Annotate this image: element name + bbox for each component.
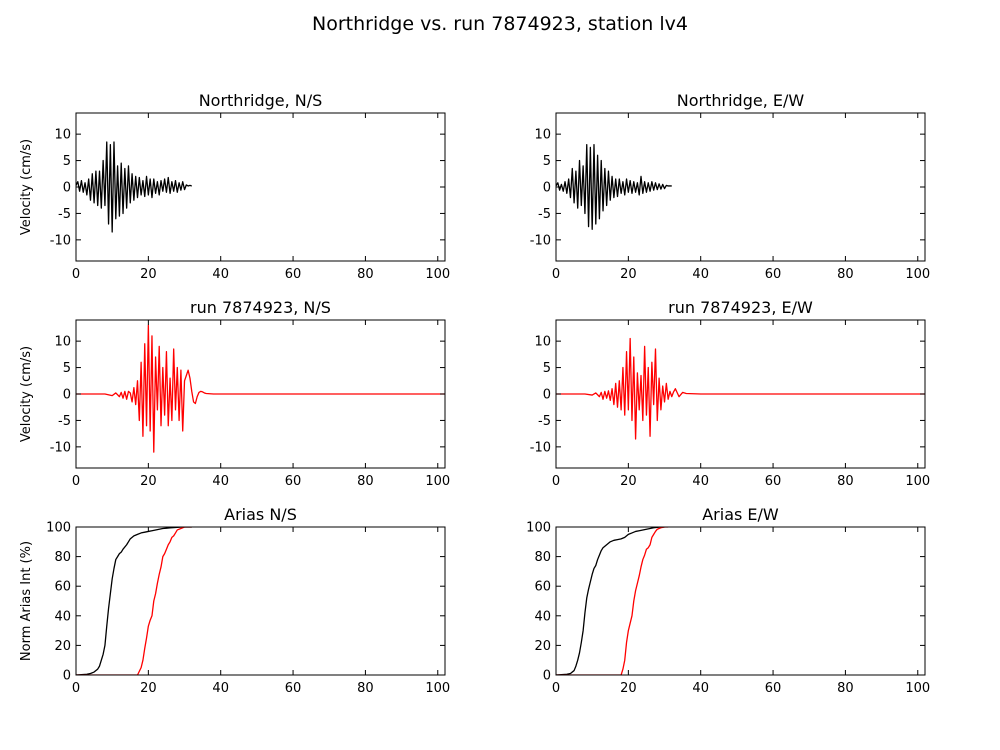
x-tick-label: 80 bbox=[837, 474, 854, 489]
series-line-p5-0 bbox=[76, 527, 192, 675]
subplot-title: Northridge, E/W bbox=[677, 91, 805, 110]
subplot-title: Arias N/S bbox=[224, 505, 297, 524]
x-tick-label: 100 bbox=[425, 267, 450, 282]
y-tick-label: -5 bbox=[58, 414, 71, 429]
x-tick-label: 0 bbox=[552, 681, 560, 696]
subplot-title: Arias E/W bbox=[702, 505, 779, 524]
y-tick-label: -5 bbox=[538, 414, 551, 429]
y-tick-label: 0 bbox=[543, 181, 551, 196]
x-tick-label: 20 bbox=[140, 267, 157, 282]
x-tick-label: 100 bbox=[905, 474, 930, 489]
axes-frame bbox=[75, 526, 446, 676]
subplot-p2: 0 20 40 60 80 100 10 5 0 -5 -10 Northridge, E/W bbox=[530, 91, 930, 282]
y-tick-label: 10 bbox=[534, 335, 551, 350]
x-tick-label: 20 bbox=[620, 474, 637, 489]
series-line-p4-0 bbox=[556, 337, 925, 440]
y-tick-label: 40 bbox=[54, 609, 71, 624]
y-tick-label: 60 bbox=[534, 580, 551, 595]
y-tick-label: 0 bbox=[543, 388, 551, 403]
x-tick-label: 60 bbox=[765, 681, 782, 696]
series-line-p1-0 bbox=[76, 141, 192, 233]
y-tick-label: -5 bbox=[538, 207, 551, 222]
y-tick-label: 60 bbox=[54, 580, 71, 595]
series-line-p5-1 bbox=[76, 527, 192, 675]
x-tick-label: 80 bbox=[357, 681, 374, 696]
x-tick-label: 80 bbox=[357, 474, 374, 489]
y-tick-label: -10 bbox=[530, 440, 551, 455]
x-tick-label: 40 bbox=[692, 474, 709, 489]
y-tick-label: 5 bbox=[63, 154, 71, 169]
subplot-p1: 0 20 40 60 80 100 10 5 0 -5 -10 Northridge, N/S Velo… bbox=[19, 91, 450, 282]
y-tick-label: 80 bbox=[534, 550, 551, 565]
x-tick-label: 60 bbox=[285, 681, 302, 696]
y-tick-label: 20 bbox=[534, 639, 551, 654]
series-line-p6-0 bbox=[556, 527, 665, 675]
y-axis-label: Norm Arias Int (%) bbox=[19, 541, 34, 661]
x-tick-label: 40 bbox=[692, 681, 709, 696]
x-tick-label: 0 bbox=[552, 267, 560, 282]
subplot-title: run 7874923, E/W bbox=[668, 298, 813, 317]
subplot-p6: 0 20 40 60 80 100 100 80 60 40 20 0 Arias E/W bbox=[526, 505, 930, 696]
x-tick-label: 40 bbox=[212, 681, 229, 696]
series-line-p6-1 bbox=[556, 527, 669, 675]
x-tick-label: 40 bbox=[212, 474, 229, 489]
y-tick-label: 40 bbox=[534, 609, 551, 624]
y-axis-label: Velocity (cm/s) bbox=[19, 139, 34, 235]
y-tick-label: 80 bbox=[54, 550, 71, 565]
x-tick-label: 80 bbox=[837, 267, 854, 282]
subplot-p5: 0 20 40 60 80 100 100 80 60 40 20 0 Arias N/S Norm Ar… bbox=[19, 505, 450, 696]
x-tick-label: 60 bbox=[765, 267, 782, 282]
y-tick-label: 20 bbox=[54, 639, 71, 654]
x-tick-label: 100 bbox=[905, 681, 930, 696]
y-tick-label: 0 bbox=[543, 669, 551, 684]
x-tick-label: 100 bbox=[425, 474, 450, 489]
x-tick-label: 20 bbox=[140, 681, 157, 696]
subplot-title: Northridge, N/S bbox=[199, 91, 323, 110]
x-tick-label: 100 bbox=[905, 267, 930, 282]
y-tick-label: 5 bbox=[543, 361, 551, 376]
subplot-p3: 0 20 40 60 80 100 10 5 0 -5 -10 run 7874923, N/S Vel… bbox=[19, 298, 450, 489]
y-tick-label: 0 bbox=[63, 669, 71, 684]
y-tick-label: -10 bbox=[530, 233, 551, 248]
figure-title: Northridge vs. run 7874923, station lv4 bbox=[312, 13, 688, 35]
x-tick-label: 80 bbox=[837, 681, 854, 696]
y-tick-label: 0 bbox=[63, 181, 71, 196]
x-tick-label: 60 bbox=[285, 267, 302, 282]
y-tick-label: 10 bbox=[534, 128, 551, 143]
x-tick-label: 80 bbox=[357, 267, 374, 282]
x-tick-label: 40 bbox=[692, 267, 709, 282]
y-tick-label: -5 bbox=[58, 207, 71, 222]
y-tick-label: 0 bbox=[63, 388, 71, 403]
x-tick-label: 100 bbox=[425, 681, 450, 696]
x-tick-label: 60 bbox=[765, 474, 782, 489]
x-tick-label: 40 bbox=[212, 267, 229, 282]
x-tick-label: 0 bbox=[72, 474, 80, 489]
x-tick-label: 20 bbox=[140, 474, 157, 489]
x-tick-label: 0 bbox=[72, 681, 80, 696]
x-tick-label: 0 bbox=[552, 474, 560, 489]
x-tick-label: 60 bbox=[285, 474, 302, 489]
y-tick-label: 10 bbox=[54, 335, 71, 350]
subplot-title: run 7874923, N/S bbox=[190, 298, 331, 317]
subplot-p4: 0 20 40 60 80 100 10 5 0 -5 -10 run 7874923, E/W bbox=[530, 298, 930, 489]
y-axis-label: Velocity (cm/s) bbox=[19, 346, 34, 442]
y-tick-label: 100 bbox=[526, 521, 551, 536]
series-line-p2-0 bbox=[556, 144, 672, 230]
x-tick-label: 20 bbox=[620, 267, 637, 282]
x-tick-label: 0 bbox=[72, 267, 80, 282]
y-tick-label: 5 bbox=[543, 154, 551, 169]
series-line-p3-0 bbox=[76, 324, 445, 453]
x-tick-label: 20 bbox=[620, 681, 637, 696]
axes-frame bbox=[555, 526, 926, 676]
y-tick-label: -10 bbox=[50, 440, 71, 455]
y-tick-label: 10 bbox=[54, 128, 71, 143]
y-tick-label: -10 bbox=[50, 233, 71, 248]
y-tick-label: 5 bbox=[63, 361, 71, 376]
y-tick-label: 100 bbox=[46, 521, 71, 536]
